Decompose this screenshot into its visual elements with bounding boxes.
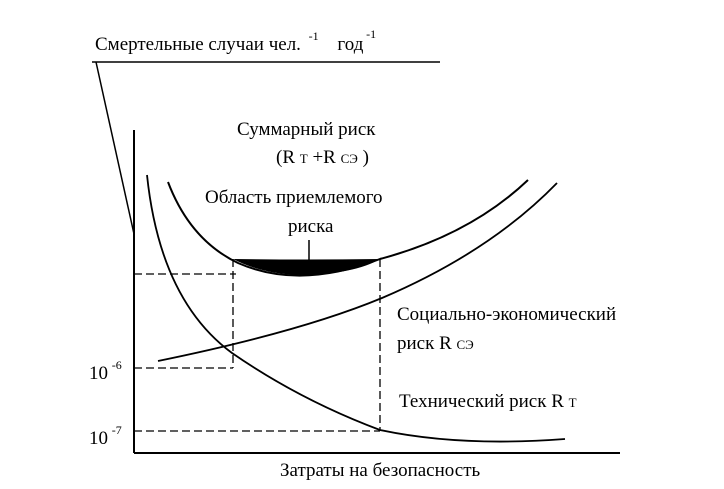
x-axis-title: Затраты на безопасность [280, 460, 480, 481]
socio-economic-label-sub: СЭ [457, 337, 475, 352]
socio-economic-risk-curve [157, 182, 558, 362]
y-tick-1e-6-base: 10 [89, 363, 108, 384]
y-axis-title-text: Смертельные случаи чел. [95, 34, 301, 55]
socio-economic-label-line1: Социально-экономический [397, 304, 616, 325]
technical-risk-label-prefix: Технический риск R [399, 391, 564, 412]
y-axis-title-sup1: -1 [309, 29, 319, 43]
y-axis-title-sup2: -1 [366, 27, 376, 41]
total-risk-label-sub2: СЭ [341, 151, 359, 166]
total-risk-label-plus: +R [312, 147, 336, 168]
acceptable-region-label-line2: риска [288, 216, 334, 237]
total-risk-label-open: (R [276, 147, 295, 168]
technical-risk-label: Технический риск R Т [399, 391, 577, 412]
y-axis-title: Смертельные случаи чел. -1 год -1 [95, 24, 376, 55]
total-risk-label-line1: Суммарный риск [237, 119, 376, 140]
y-tick-1e-7-exp: -7 [112, 423, 122, 437]
guide-lines [134, 259, 381, 432]
y-tick-1e-7-base: 10 [89, 428, 108, 449]
y-tick-1e-6: 10 -6 [89, 358, 122, 384]
total-risk-label-close: ) [363, 147, 369, 168]
socio-economic-label-line2: риск R СЭ [397, 333, 474, 354]
technical-risk-curve [146, 174, 566, 443]
total-risk-label-sub1: Т [300, 151, 308, 166]
y-tick-1e-6-exp: -6 [112, 358, 122, 372]
total-risk-curve [167, 179, 529, 277]
socio-economic-label-prefix: риск R [397, 333, 452, 354]
y-tick-1e-7: 10 -7 [89, 423, 122, 449]
y-axis-title-unit: год [337, 34, 363, 55]
technical-risk-label-sub: Т [569, 395, 577, 410]
total-risk-label-line2: (R Т +R СЭ ) [276, 147, 369, 168]
y-axis-title-leader [95, 61, 135, 235]
acceptable-region-label-line1: Область приемлемого [205, 187, 383, 208]
